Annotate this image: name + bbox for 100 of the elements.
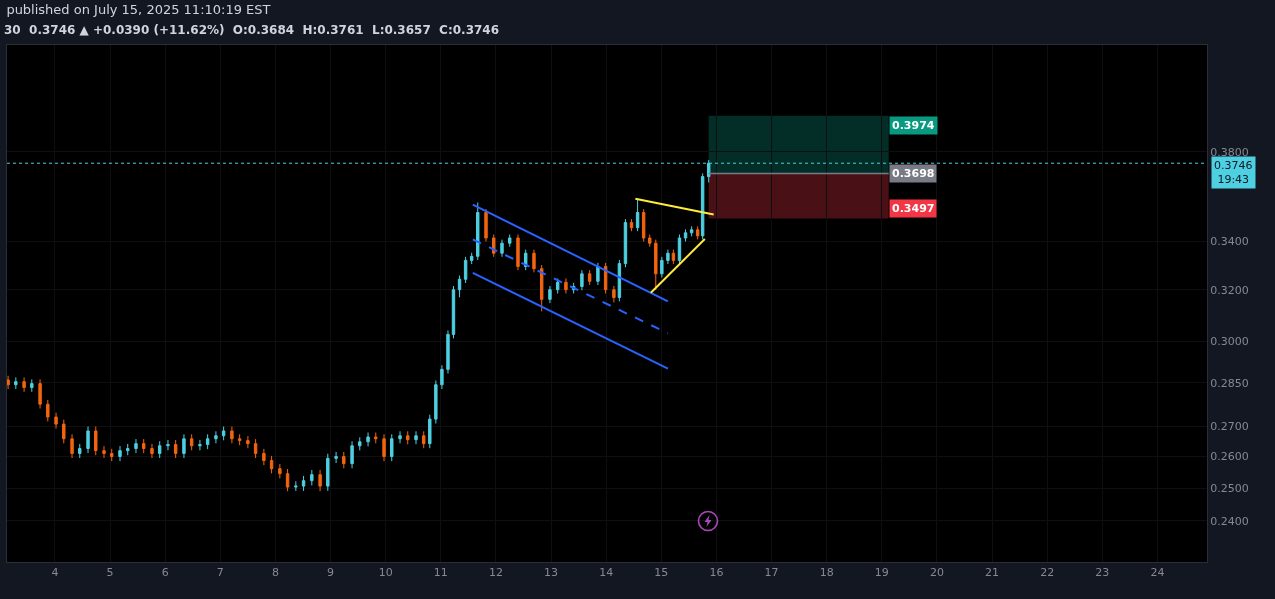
candlestick bbox=[38, 378, 42, 410]
candlestick bbox=[205, 433, 210, 450]
candlestick bbox=[414, 430, 418, 445]
y-tick-label: 0.3200 bbox=[1210, 283, 1249, 297]
candlestick bbox=[230, 426, 234, 444]
candlestick bbox=[516, 233, 520, 271]
candlestick bbox=[334, 451, 338, 464]
candlestick bbox=[469, 252, 474, 265]
candlestick bbox=[269, 455, 274, 474]
candlestick bbox=[428, 414, 432, 449]
candlestick bbox=[457, 275, 462, 298]
candlestick bbox=[141, 438, 146, 454]
x-tick-label: 4 bbox=[51, 566, 59, 580]
candlestick bbox=[118, 445, 122, 462]
candlestick bbox=[294, 480, 298, 492]
candlestick bbox=[677, 233, 682, 265]
candlestick bbox=[173, 439, 178, 459]
y-tick-label: 0.2700 bbox=[1210, 420, 1249, 434]
y-tick-label: 0.2850 bbox=[1210, 376, 1249, 390]
candlestick bbox=[532, 249, 536, 273]
ref-line-label: 0.3698 bbox=[892, 167, 935, 180]
x-tick-label: 18 bbox=[819, 566, 834, 580]
x-tick-label: 8 bbox=[271, 566, 279, 580]
x-tick-label: 14 bbox=[599, 566, 614, 580]
candlestick bbox=[358, 436, 362, 451]
x-tick-label: 13 bbox=[544, 566, 559, 580]
candlestick bbox=[500, 239, 504, 258]
candlestick bbox=[278, 463, 282, 479]
y-tick-label: 0.3400 bbox=[1210, 234, 1249, 248]
candlestick bbox=[166, 439, 170, 451]
chart-title: published on July 15, 2025 11:10:19 EST bbox=[6, 1, 271, 17]
candlestick bbox=[564, 278, 568, 295]
candlestick bbox=[476, 202, 480, 261]
candlestick bbox=[30, 378, 34, 393]
candlestick bbox=[587, 269, 592, 286]
candlestick bbox=[422, 430, 426, 449]
candlestick bbox=[189, 433, 194, 451]
candlestick bbox=[440, 364, 444, 390]
candlestick bbox=[446, 329, 450, 375]
candlestick bbox=[660, 256, 664, 279]
candlestick bbox=[182, 433, 186, 459]
x-tick-label: 24 bbox=[1150, 566, 1165, 580]
x-tick-label: 19 bbox=[874, 566, 889, 580]
y-tick-label: 0.3800 bbox=[1210, 145, 1249, 159]
band-label: 0.3497 bbox=[892, 202, 935, 215]
x-tick-label: 11 bbox=[433, 566, 448, 580]
chart-subtitle: 30 0.3746 ▲ +0.0390 (+11.62%) O:0.3684 H:0.3761 L:0.3657 C:0.3746 bbox=[4, 23, 500, 37]
x-tick-label: 6 bbox=[161, 566, 169, 580]
candlestick bbox=[689, 225, 694, 237]
candlestick bbox=[539, 264, 544, 312]
candlestick bbox=[198, 439, 202, 451]
candlestick bbox=[150, 443, 154, 459]
band-label: 0.3974 bbox=[892, 119, 935, 132]
candlestick bbox=[62, 419, 66, 444]
candlestick bbox=[374, 431, 378, 444]
y-tick-label: 0.3000 bbox=[1210, 335, 1249, 349]
candlestick bbox=[484, 208, 488, 243]
candlestick bbox=[157, 440, 162, 459]
x-tick-label: 23 bbox=[1095, 566, 1110, 580]
candlestick bbox=[70, 433, 74, 459]
candlestick bbox=[507, 233, 512, 248]
candlestick bbox=[666, 249, 670, 265]
ref-line-label: 0.3746 19:43 bbox=[1214, 159, 1253, 187]
candlestick bbox=[548, 285, 552, 304]
x-tick-label: 7 bbox=[216, 566, 224, 580]
x-tick-label: 10 bbox=[378, 566, 393, 580]
candlestick bbox=[78, 443, 82, 459]
candlestick bbox=[382, 433, 386, 462]
candlestick bbox=[629, 218, 634, 232]
candlestick bbox=[695, 225, 700, 240]
candlestick bbox=[641, 208, 646, 243]
candlestick bbox=[342, 451, 346, 469]
x-tick-label: 21 bbox=[985, 566, 1000, 580]
candlestick bbox=[253, 438, 258, 459]
candlestick bbox=[406, 430, 410, 445]
candlestick bbox=[580, 269, 584, 291]
y-tick-label: 0.2400 bbox=[1210, 514, 1249, 528]
candlestick bbox=[310, 469, 314, 486]
candlestick bbox=[492, 233, 496, 258]
x-tick-label: 12 bbox=[488, 566, 503, 580]
candlestick bbox=[46, 399, 50, 422]
x-tick-label: 20 bbox=[929, 566, 944, 580]
candlestick bbox=[555, 278, 560, 295]
candlestick bbox=[22, 376, 26, 393]
x-tick-label: 15 bbox=[654, 566, 669, 580]
candlestick bbox=[398, 430, 402, 444]
candlestick bbox=[700, 172, 705, 240]
candlestick bbox=[102, 445, 106, 459]
candlestick bbox=[86, 426, 90, 454]
candlestick bbox=[54, 412, 58, 430]
candlestick bbox=[301, 475, 306, 492]
candlestick bbox=[221, 426, 226, 441]
candlestick bbox=[683, 228, 688, 243]
candlestick bbox=[262, 448, 266, 466]
candlestick bbox=[463, 256, 468, 284]
candlestick bbox=[366, 431, 370, 447]
candlestick bbox=[94, 426, 98, 456]
candlestick bbox=[648, 233, 652, 248]
candlestick bbox=[612, 285, 616, 303]
x-tick-label: 5 bbox=[106, 566, 114, 580]
